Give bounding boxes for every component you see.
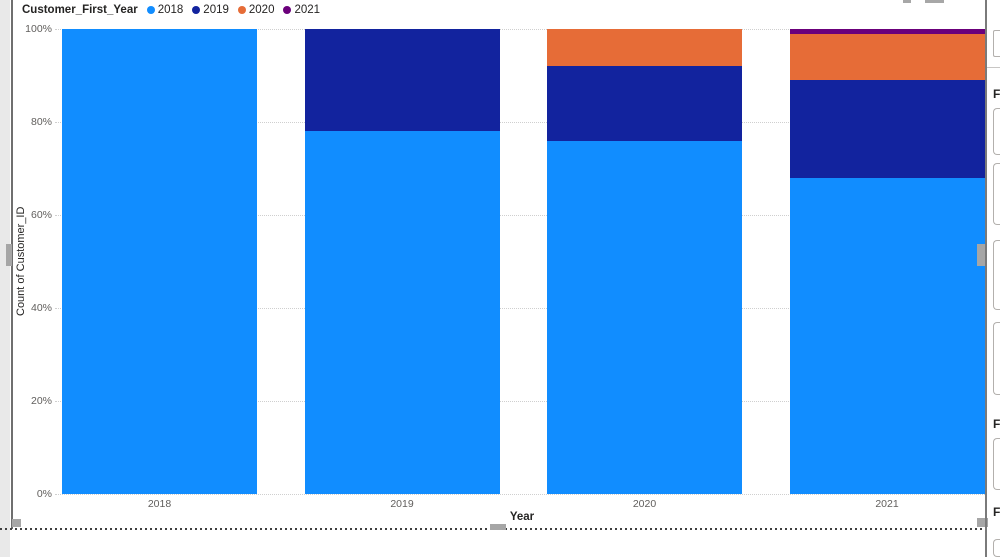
y-axis-title: Count of Customer_ID (15, 206, 27, 317)
visual-left-border (11, 0, 13, 529)
bar-segment-2021-2019[interactable] (789, 80, 985, 178)
gridline (55, 29, 985, 30)
filter-card[interactable] (993, 438, 1000, 490)
filter-card[interactable] (993, 108, 1000, 155)
filter-card[interactable] (993, 240, 1000, 310)
x-axis-tick-label: 2019 (390, 498, 414, 510)
y-axis-tick-label: 0% (36, 488, 52, 500)
pane-header-filters-3: F (993, 505, 1000, 519)
gridline (55, 122, 985, 123)
visual-header-icon[interactable] (903, 0, 911, 3)
bar-segment-2018-2018[interactable] (62, 29, 257, 494)
legend-item-2019[interactable]: 2019 (192, 4, 229, 16)
bar-segment-2019-2018[interactable] (304, 131, 500, 494)
visual-header-more-options-icon[interactable] (925, 0, 944, 3)
y-axis-tick-label: 20% (30, 395, 52, 407)
filter-card[interactable] (993, 322, 1000, 395)
legend-item-label: 2018 (157, 4, 184, 16)
legend-item-label: 2021 (294, 4, 321, 16)
y-axis-tick-label: 80% (30, 116, 52, 128)
legend-title: Customer_First_Year (22, 4, 138, 16)
legend-color-dot-icon (192, 6, 201, 14)
legend-items: 2018 2019 2020 2021 (146, 4, 320, 16)
resize-handle-bottom-left[interactable] (12, 519, 21, 527)
bar-segment-2021-2018[interactable] (789, 177, 985, 494)
y-axis-tick-label: 40% (30, 302, 52, 314)
legend-color-dot-icon (237, 6, 246, 14)
filter-card[interactable] (993, 163, 1000, 225)
resize-handle-bottom[interactable] (490, 524, 506, 530)
bar-segment-2020-2018[interactable] (547, 140, 742, 494)
gridline (55, 308, 985, 309)
resize-handle-left[interactable] (6, 244, 12, 266)
bar-segment-2021-2020[interactable] (789, 33, 985, 81)
resize-handle-bottom-right[interactable] (977, 518, 988, 527)
legend-item-label: 2020 (248, 4, 275, 16)
legend: Customer_First_Year 2018 2019 2020 2021 (22, 2, 320, 18)
x-axis-title: Year (509, 511, 535, 523)
x-axis-tick-label: 2020 (632, 498, 657, 510)
pane-header-filters-2: F (993, 417, 1000, 431)
pane-header-filters-1: F (993, 87, 1000, 101)
gridline (55, 401, 985, 402)
gridline (55, 215, 985, 216)
legend-color-dot-icon (146, 6, 155, 14)
pane-search-box[interactable] (993, 30, 1000, 57)
x-axis-tick-label: 2021 (875, 498, 899, 510)
legend-color-dot-icon (283, 6, 292, 14)
canvas-gutter (0, 0, 10, 557)
y-axis-tick-label: 100% (25, 23, 52, 35)
bar-segment-2021-2021[interactable] (789, 29, 985, 34)
legend-item-label: 2019 (203, 4, 229, 16)
y-axis-tick-label: 60% (30, 209, 52, 221)
filter-card[interactable] (993, 539, 1000, 557)
resize-handle-right[interactable] (977, 244, 985, 266)
pane-section-divider (987, 67, 1000, 68)
legend-item-2021[interactable]: 2021 (283, 4, 320, 16)
legend-item-2020[interactable]: 2020 (237, 4, 275, 16)
bar-segment-2020-2020[interactable] (547, 29, 742, 67)
bar-segment-2019-2019[interactable] (304, 29, 500, 132)
x-axis-tick-label: 2018 (147, 498, 172, 510)
legend-item-2018[interactable]: 2018 (146, 4, 184, 16)
pane-divider (985, 0, 987, 557)
chart-plot: 0% 20% 40% 60% 80% 100% 2018 2019 2020 2021 (25, 23, 985, 510)
gridline (55, 494, 985, 495)
bar-segment-2020-2019[interactable] (547, 66, 742, 141)
